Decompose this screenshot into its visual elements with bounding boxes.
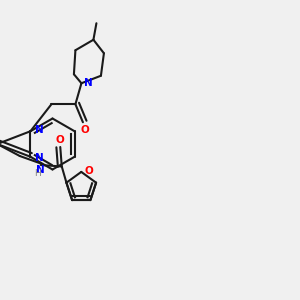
Text: N: N bbox=[35, 153, 44, 163]
Text: N: N bbox=[36, 165, 45, 175]
Text: O: O bbox=[80, 125, 89, 135]
Text: N: N bbox=[35, 125, 44, 135]
Text: O: O bbox=[56, 135, 64, 145]
Text: H: H bbox=[34, 169, 40, 178]
Text: N: N bbox=[84, 78, 93, 88]
Text: O: O bbox=[84, 166, 93, 176]
